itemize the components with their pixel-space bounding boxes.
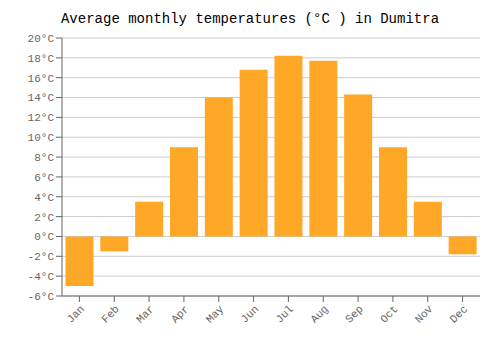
svg-text:18°C: 18°C: [28, 53, 55, 65]
svg-text:10°C: 10°C: [28, 132, 55, 144]
svg-text:8°C: 8°C: [34, 152, 54, 164]
svg-text:Apr: Apr: [169, 303, 191, 325]
svg-text:-6°C: -6°C: [28, 291, 55, 303]
svg-text:May: May: [204, 303, 227, 326]
svg-text:4°C: 4°C: [34, 192, 54, 204]
svg-text:Sep: Sep: [343, 303, 365, 325]
svg-text:14°C: 14°C: [28, 92, 55, 104]
svg-text:-4°C: -4°C: [28, 271, 55, 283]
svg-text:20°C: 20°C: [28, 33, 55, 45]
svg-text:6°C: 6°C: [34, 172, 54, 184]
svg-text:Mar: Mar: [134, 303, 156, 325]
svg-text:Jun: Jun: [239, 303, 261, 325]
svg-text:2°C: 2°C: [34, 212, 54, 224]
svg-text:-2°C: -2°C: [28, 251, 55, 263]
svg-text:Aug: Aug: [308, 303, 330, 325]
svg-text:Jul: Jul: [274, 303, 296, 325]
svg-text:0°C: 0°C: [34, 231, 54, 243]
html-text:Average monthly temperatures (: Average monthly temperatures (°C ) in Du…: [61, 11, 439, 27]
svg-text:16°C: 16°C: [28, 73, 55, 85]
svg-text:Jan: Jan: [65, 303, 87, 325]
svg-text:Dec: Dec: [448, 303, 470, 325]
svg-text:Nov: Nov: [413, 303, 436, 326]
svg-text:12°C: 12°C: [28, 112, 55, 124]
svg-text:Oct: Oct: [378, 303, 400, 325]
svg-text:Feb: Feb: [99, 303, 121, 325]
